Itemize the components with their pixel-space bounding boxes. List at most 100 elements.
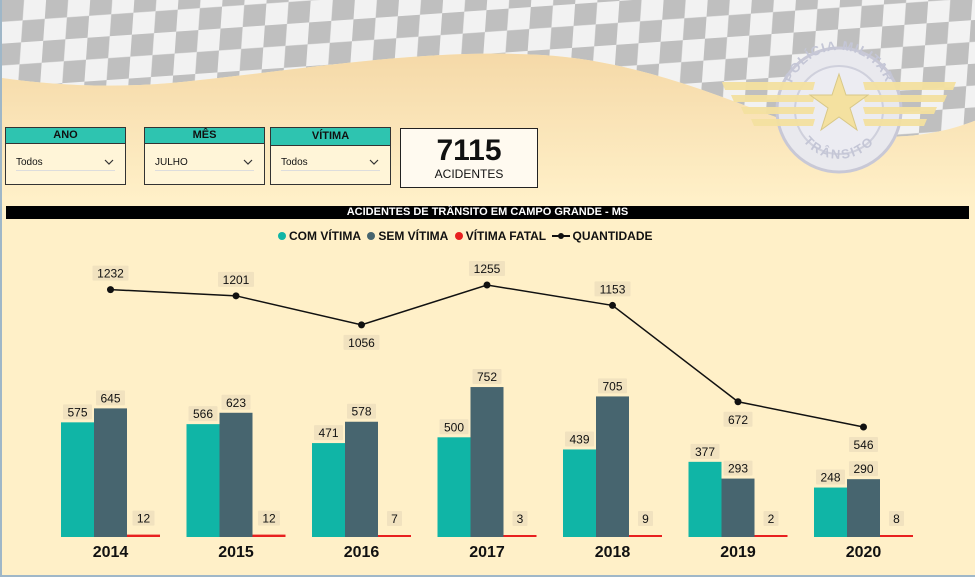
bar-com-vítima-2019 [688, 461, 722, 537]
bar-data-label: 575 [67, 405, 87, 419]
line-data-label-bg [594, 281, 631, 297]
bar-data-label-bg [565, 431, 594, 447]
legend-label: SEM VÍTIMA [378, 229, 449, 243]
kpi-label: ACIDENTES [434, 167, 504, 181]
line-point-quantidade [232, 292, 240, 300]
kpi-card-acidentes: 7115 ACIDENTES [400, 128, 538, 188]
bar-vítima-fatal-2019 [754, 535, 788, 537]
line-data-label: 1255 [474, 262, 501, 276]
bar-data-label: 7 [391, 512, 398, 526]
filter-ano-value: Todos [16, 157, 43, 168]
bar-data-label: 623 [226, 396, 246, 410]
filter-ano[interactable]: ANO Todos [5, 127, 126, 185]
filter-vitima[interactable]: VÍTIMA Todos [270, 127, 391, 185]
filter-mes[interactable]: MÊS JULHO [144, 127, 265, 185]
filter-vitima-dropdown[interactable]: Todos [281, 153, 380, 173]
bar-data-label-bg [314, 425, 343, 441]
bar-data-label-bg [188, 406, 218, 422]
bar-data-label: 12 [137, 512, 151, 526]
bar-data-label: 290 [853, 462, 873, 476]
line-data-label: 672 [728, 413, 748, 427]
bar-sem-vítima-2020 [847, 479, 880, 537]
bar-data-label: 645 [100, 391, 120, 405]
bar-data-label-bg [638, 511, 653, 526]
bar-sem-vítima-2015 [219, 412, 253, 537]
legend-dot-icon [454, 232, 463, 240]
bar-vítima-fatal-2017 [503, 535, 537, 537]
x-tick-label: 2014 [93, 544, 129, 561]
bar-sem-vítima-2018 [596, 396, 629, 537]
policia-militar-transito-logo: POLÍCIA MILITAR TRÂNSITO [717, 38, 957, 178]
filter-ano-dropdown[interactable]: Todos [16, 153, 115, 173]
legend-label: COM VÍTIMA [289, 229, 361, 243]
line-point-quantidade [483, 281, 491, 289]
line-point-quantidade [860, 423, 867, 431]
bar-sem-vítima-2017 [470, 387, 504, 537]
bar-data-label-bg [96, 390, 125, 406]
bar-sem-vítima-2014 [94, 408, 127, 537]
bar-com-vítima-2014 [61, 422, 94, 537]
bar-data-label-bg [849, 461, 878, 477]
bar-data-label: 3 [517, 512, 524, 526]
bar-vítima-fatal-2016 [378, 535, 411, 537]
bar-com-vítima-2017 [437, 437, 471, 537]
bar-data-label-bg [723, 460, 753, 476]
x-tick-label: 2016 [344, 544, 380, 561]
line-data-label: 1153 [600, 282, 626, 296]
bar-data-label: 752 [477, 370, 497, 384]
line-data-label-bg [723, 411, 753, 427]
bar-data-label: 8 [893, 512, 900, 526]
bar-data-label-bg [221, 394, 251, 410]
legend-label: QUANTIDADE [572, 229, 653, 243]
bar-vítima-fatal-2014 [127, 534, 160, 537]
legend-item-quantidade[interactable]: QUANTIDADE [552, 229, 652, 243]
bar-com-vítima-2016 [312, 443, 345, 537]
bar-data-label: 705 [602, 379, 622, 393]
bar-data-label-bg [472, 369, 502, 385]
legend-dot-icon [367, 232, 376, 240]
filter-vitima-title: VÍTIMA [271, 128, 390, 146]
bar-vítima-fatal-2018 [629, 535, 662, 537]
bar-vítima-fatal-2020 [880, 535, 913, 537]
dropdown-underline [281, 170, 380, 171]
chart-title: ACIDENTES DE TRÂNSITO EM CAMPO GRANDE - … [6, 206, 969, 219]
filter-mes-title: MÊS [145, 128, 264, 144]
bar-com-vítima-2020 [814, 487, 847, 537]
dropdown-underline [16, 170, 115, 171]
chevron-down-icon [369, 159, 379, 165]
bar-vítima-fatal-2015 [252, 534, 286, 537]
legend-dot-icon [278, 232, 286, 240]
bar-data-label-bg [63, 404, 92, 420]
bar-data-label: 248 [820, 471, 840, 485]
legend-item-com-vitima[interactable]: COM VÍTIMA [278, 229, 361, 243]
bar-data-label: 2 [768, 512, 775, 526]
bar-sem-vítima-2016 [345, 421, 378, 537]
line-data-label-bg [92, 265, 129, 281]
filter-mes-value: JULHO [155, 157, 188, 168]
bar-sem-vítima-2019 [721, 478, 755, 537]
dropdown-underline [155, 170, 254, 171]
chevron-down-icon [243, 159, 253, 165]
line-data-label-bg [343, 334, 380, 350]
line-data-label: 546 [853, 438, 873, 452]
bar-data-label: 578 [351, 405, 371, 419]
x-tick-label: 2020 [846, 544, 882, 561]
legend-item-sem-vitima[interactable]: SEM VÍTIMA [367, 229, 448, 243]
x-tick-label: 2018 [595, 544, 631, 561]
bar-data-label: 293 [728, 462, 748, 476]
bar-data-label-bg [132, 510, 155, 526]
bar-data-label-bg [347, 403, 376, 419]
filter-ano-title: ANO [6, 128, 125, 144]
kpi-value: 7115 [436, 134, 502, 167]
bar-data-label: 9 [642, 512, 649, 526]
line-data-label-bg [218, 271, 254, 287]
bar-com-vítima-2018 [563, 449, 596, 537]
legend-label: VÍTIMA FATAL [465, 229, 547, 243]
line-point-quantidade [107, 286, 114, 294]
bar-data-label: 12 [262, 512, 276, 526]
bar-data-label: 439 [569, 432, 589, 446]
legend-item-vitima-fatal[interactable]: VÍTIMA FATAL [454, 229, 547, 243]
filter-mes-dropdown[interactable]: JULHO [155, 153, 254, 173]
bar-data-label-bg [258, 510, 280, 526]
